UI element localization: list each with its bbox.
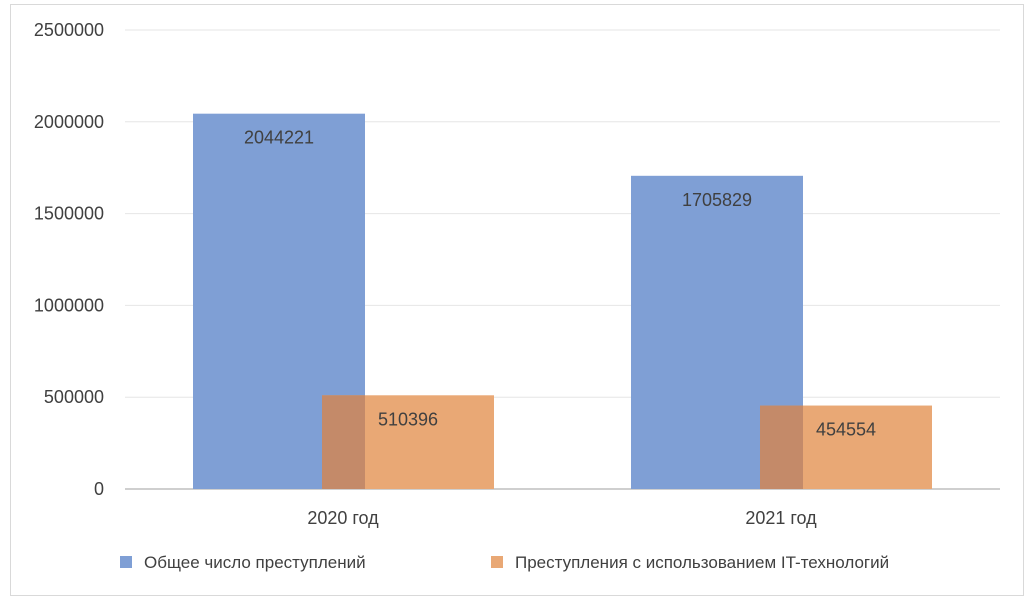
legend-label: Преступления с использованием IT-техноло… bbox=[515, 553, 889, 572]
y-tick-label: 500000 bbox=[44, 387, 104, 407]
legend-label: Общее число преступлений bbox=[144, 553, 366, 572]
y-tick-label: 1500000 bbox=[34, 204, 104, 224]
y-tick-label: 2500000 bbox=[34, 20, 104, 40]
data-labels: 2044221 510396 1705829 454554 bbox=[244, 128, 876, 440]
bar-overlap bbox=[760, 405, 803, 489]
y-tick-label: 1000000 bbox=[34, 295, 104, 315]
chart-frame bbox=[10, 4, 1024, 596]
bars bbox=[193, 113, 932, 489]
x-category-label: 2021 год bbox=[745, 508, 817, 528]
y-axis-ticks: 0 500000 1000000 1500000 2000000 2500000 bbox=[34, 20, 104, 499]
x-category-label: 2020 год bbox=[307, 508, 379, 528]
legend-swatch bbox=[120, 556, 132, 568]
data-label-series-2: 454554 bbox=[816, 420, 876, 440]
legend-swatch bbox=[491, 556, 503, 568]
y-tick-label: 2000000 bbox=[34, 112, 104, 132]
legend: Общее число преступлений Преступления с и… bbox=[120, 553, 889, 572]
data-label-series-2: 510396 bbox=[378, 409, 438, 429]
data-label-series-1: 2044221 bbox=[244, 128, 314, 148]
x-axis-categories: 2020 год 2021 год bbox=[307, 508, 817, 528]
bar-overlap bbox=[322, 395, 365, 489]
data-label-series-1: 1705829 bbox=[682, 190, 752, 210]
y-tick-label: 0 bbox=[94, 479, 104, 499]
